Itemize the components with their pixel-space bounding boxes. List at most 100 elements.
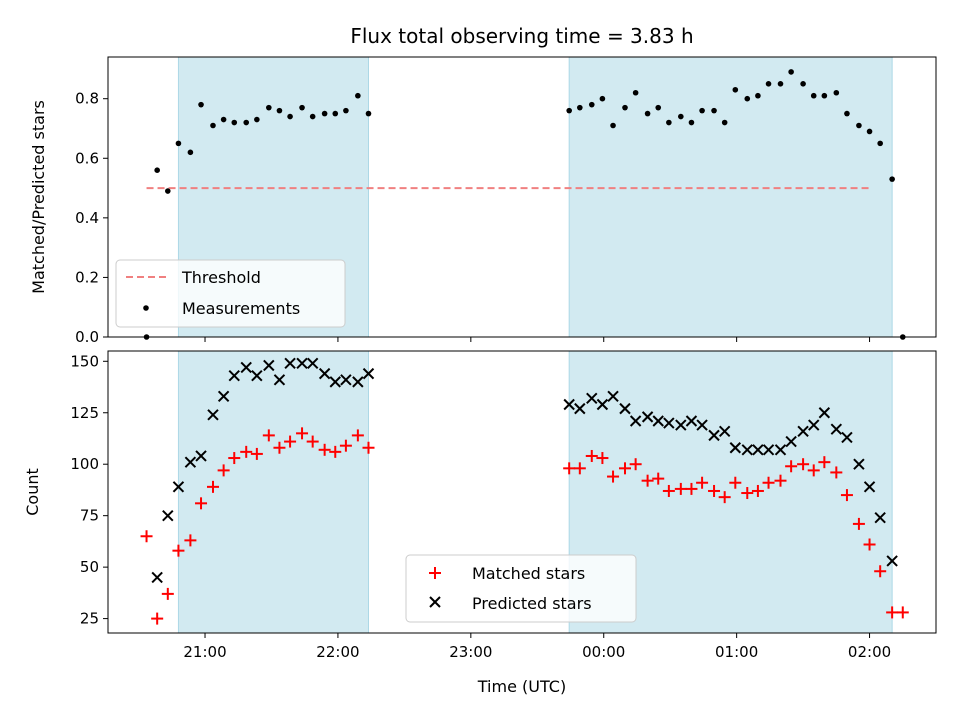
measurement-point	[198, 101, 204, 108]
measurement-point	[154, 167, 160, 173]
matched-point	[228, 452, 241, 465]
measurement-point	[610, 122, 616, 129]
measurement-point	[187, 149, 194, 156]
measurement-point	[165, 188, 171, 194]
predicted-point	[184, 456, 197, 468]
top-ytick-label: 0.8	[75, 90, 99, 108]
matched-point	[818, 456, 831, 469]
predicted-point	[874, 512, 886, 524]
measurement-point	[777, 81, 784, 87]
predicted-point	[329, 376, 341, 388]
matched-point	[896, 606, 909, 619]
bottom-axes-frame	[107, 350, 937, 634]
matched-point	[652, 472, 665, 485]
measurement-point	[599, 95, 606, 102]
predicted-point	[228, 369, 240, 382]
predicted-point	[863, 481, 876, 493]
measurement-point	[688, 119, 695, 126]
measurement-point	[566, 107, 572, 114]
predicted-point	[886, 555, 898, 567]
matched-point	[729, 476, 742, 489]
measurement-point	[309, 113, 316, 120]
matched-point	[284, 435, 297, 448]
bottom-ytick-label: 125	[70, 404, 99, 422]
bottom-ytick-label: 25	[80, 610, 99, 628]
predicted-point	[652, 415, 664, 427]
predicted-point	[696, 419, 708, 431]
measurement-point	[732, 86, 739, 93]
matched-point	[161, 587, 174, 600]
measurement-point	[889, 176, 895, 182]
predicted-point	[563, 398, 575, 411]
predicted-point	[830, 423, 843, 435]
chart-title: Flux total observing time = 3.83 h	[350, 24, 693, 48]
predicted-point	[708, 429, 720, 442]
xtick-label: 00:00	[582, 643, 625, 661]
measurement-point	[644, 110, 651, 117]
predicted-point	[263, 359, 275, 372]
matched-point	[273, 441, 286, 454]
matched-point	[886, 606, 899, 619]
predicted-point	[195, 450, 207, 462]
measurement-point	[355, 92, 361, 99]
measurement-point	[856, 122, 862, 129]
matched-point	[206, 480, 219, 493]
predicted-point	[306, 357, 319, 370]
matched-point	[774, 474, 787, 487]
measurement-point	[800, 81, 806, 87]
matched-point	[262, 429, 275, 442]
predicted-point	[853, 458, 865, 470]
matched-point	[741, 487, 754, 500]
measurement-point	[220, 116, 227, 123]
measurement-point	[866, 128, 873, 135]
top-axes-frame	[107, 56, 937, 338]
predicted-point	[718, 425, 731, 437]
predicted-point	[685, 415, 698, 427]
measurement-point	[175, 140, 182, 147]
measurement-point	[332, 110, 339, 117]
bottom-ytick-label: 100	[70, 455, 99, 473]
matched-point	[751, 484, 764, 497]
bottom-panel: 25 50 75 100 125 150 21:00 22:00 23:00 00:00 01:0…	[23, 350, 937, 661]
bottom-shaded-span	[177, 350, 369, 634]
predicted-point	[797, 425, 809, 437]
measurement-point	[588, 101, 595, 108]
bottom-legend-box	[405, 554, 637, 623]
matched-point	[585, 449, 598, 462]
predicted-point	[362, 367, 375, 380]
matched-point	[596, 452, 609, 465]
matched-point	[607, 470, 620, 483]
measurement-point	[210, 122, 216, 129]
measurement-point	[276, 107, 283, 114]
measurement-point	[821, 92, 828, 99]
xtick-label: 22:00	[316, 643, 359, 661]
matched-point	[641, 474, 654, 487]
measurement-point	[577, 104, 583, 111]
bottom-ytick-label: 75	[80, 507, 99, 525]
predicted-point	[774, 444, 787, 456]
predicted-point	[207, 409, 219, 421]
top-ytick-label: 0.0	[75, 328, 99, 346]
predicted-point	[629, 415, 642, 427]
measurement-point	[833, 89, 840, 96]
matched-point	[151, 612, 164, 625]
measurement-point	[711, 107, 717, 114]
matched-point	[718, 491, 731, 504]
top-ytick-label: 0.6	[75, 149, 99, 167]
bottom-ytick-label: 50	[80, 558, 99, 576]
predicted-point	[574, 402, 586, 415]
matched-point	[696, 476, 709, 489]
matched-point	[351, 429, 364, 442]
top-ylabel: Matched/Predicted stars	[29, 100, 48, 294]
predicted-point	[741, 444, 753, 456]
measurement-point	[699, 107, 705, 114]
predicted-point	[296, 357, 308, 370]
predicted-point	[641, 411, 654, 423]
matched-point	[563, 462, 576, 475]
measurement-point	[844, 110, 850, 117]
matched-point	[708, 484, 721, 497]
matched-point	[339, 439, 352, 452]
top-shaded-span	[568, 56, 893, 338]
measurement-point	[622, 104, 628, 111]
